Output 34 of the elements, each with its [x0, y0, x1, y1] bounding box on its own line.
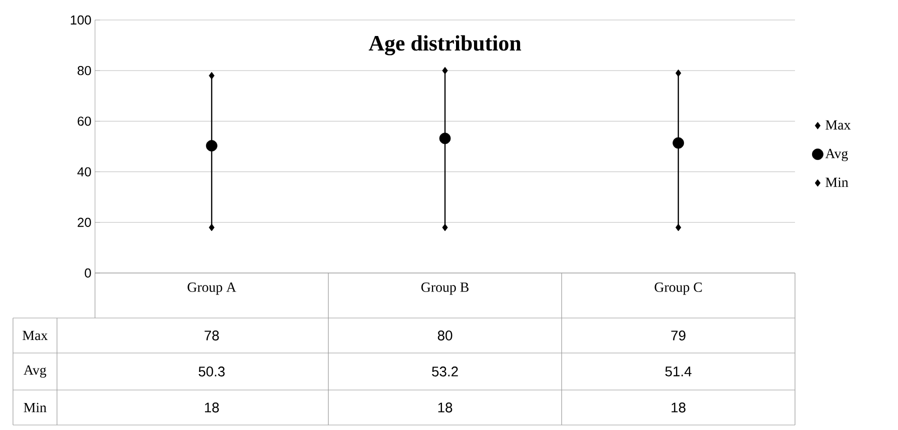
data-label: 53.2 [432, 366, 458, 376]
data-label: 79 [671, 330, 686, 340]
text: Max [22, 330, 48, 340]
point [206, 140, 218, 152]
legend-label: Max [826, 120, 851, 130]
text: Avg [24, 365, 46, 378]
data-label: 78 [204, 330, 219, 340]
data-label: 18 [438, 402, 452, 412]
point [442, 224, 448, 232]
point [208, 72, 214, 80]
data-label: 18 [205, 402, 219, 412]
data-label: 50.3 [198, 366, 225, 376]
x-tick-label: Group A [188, 282, 236, 295]
text: Age distribution [368, 35, 522, 56]
point [439, 132, 451, 144]
data-label: 18 [672, 402, 686, 412]
y-tick-label: 100 [70, 15, 91, 25]
point [672, 137, 684, 149]
point [676, 224, 682, 232]
data-label: 51.4 [665, 366, 692, 376]
point [208, 224, 214, 232]
y-tick-label: 20 [78, 218, 91, 227]
data-label: 80 [438, 330, 452, 340]
y-tick-label: 0 [84, 268, 91, 278]
y-tick-label: 80 [78, 66, 91, 76]
legend-label: Min [826, 178, 848, 187]
y-tick-label: 40 [77, 167, 91, 176]
point [676, 69, 682, 77]
legend-label: Avg [825, 148, 848, 162]
x-tick-label: Group B [421, 282, 469, 295]
text: Min [24, 402, 46, 412]
point [442, 66, 448, 74]
x-tick-label: Group C [654, 282, 702, 295]
y-tick-label: 60 [78, 116, 91, 126]
